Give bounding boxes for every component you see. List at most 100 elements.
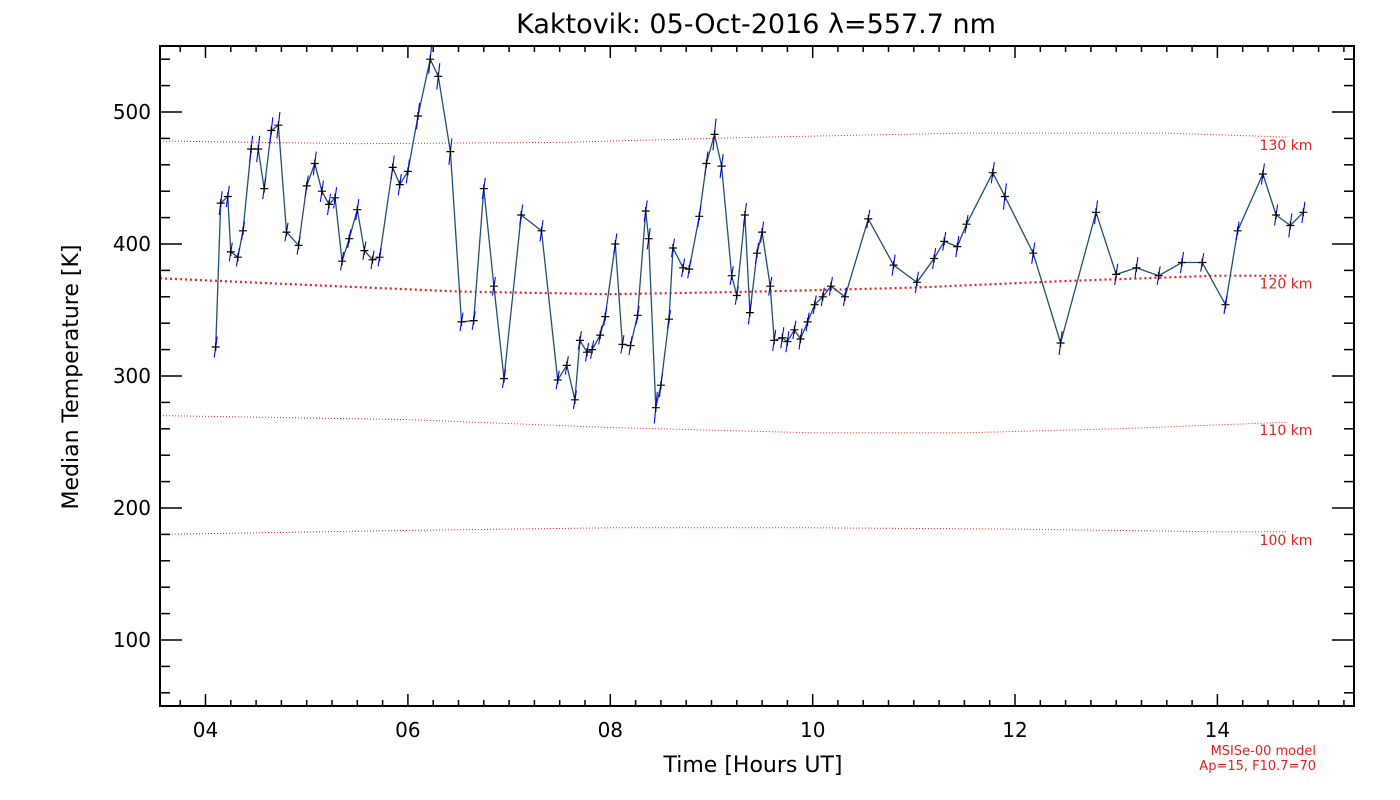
data-point (641, 207, 650, 215)
x-tick-label: 04 (193, 718, 218, 742)
data-point (841, 292, 849, 301)
data-point (651, 403, 660, 412)
data-point (753, 249, 761, 258)
data-point (633, 311, 642, 320)
data-point (360, 246, 369, 255)
x-tick-labels: 04 06 08 10 12 14 (193, 718, 1230, 742)
data-point (562, 361, 571, 370)
data-point (953, 242, 962, 251)
model-label-110-km: 110 km (1260, 423, 1313, 439)
data-point (912, 278, 921, 287)
data-point (727, 271, 736, 280)
data-point (388, 163, 397, 172)
model-label-130-km: 130 km (1260, 138, 1313, 154)
data-point (818, 292, 827, 301)
data-point (570, 395, 579, 404)
model-note-line-1: MSISe-00 model (1211, 744, 1316, 759)
data-point (803, 317, 812, 326)
model-curves: 130 km 120 km 110 km 100 km (159, 132, 1313, 549)
data-point (434, 72, 443, 81)
data-point (353, 205, 362, 214)
y-tick-label: 500 (113, 100, 151, 124)
y-tick-label: 200 (113, 496, 151, 520)
data-point (254, 145, 263, 153)
model-curve-130-km (159, 132, 1289, 145)
data-point (1299, 208, 1308, 217)
plot-border (159, 45, 1355, 707)
data-point (260, 184, 269, 193)
data-point (679, 263, 688, 272)
data-point (810, 300, 819, 309)
data-point (644, 234, 653, 243)
data-point (1198, 258, 1207, 267)
model-curve-110-km (159, 415, 1289, 434)
data-point (338, 257, 347, 266)
data-point (583, 348, 591, 357)
data-point (233, 253, 242, 262)
data-point (710, 130, 719, 139)
data-point (790, 325, 799, 334)
data-point (537, 226, 546, 235)
data-point (489, 282, 498, 291)
data-point (226, 247, 235, 256)
data-point (1233, 226, 1242, 235)
data-point (1154, 271, 1163, 280)
data-point (1092, 208, 1100, 217)
data-point (618, 340, 627, 349)
data-point (368, 255, 377, 264)
data-point (479, 184, 488, 193)
data-point (740, 211, 749, 219)
data-point (826, 282, 835, 291)
model-curve-100-km (159, 527, 1289, 535)
data-point (702, 159, 711, 168)
data-point (626, 341, 635, 350)
data-point (575, 336, 584, 345)
data-point (553, 376, 562, 384)
data-point (403, 167, 412, 176)
data-point (375, 253, 384, 262)
data-point (1178, 258, 1186, 267)
data-series (211, 44, 1308, 424)
y-tick-labels: 100 200 300 400 500 (113, 100, 151, 652)
data-point (940, 237, 949, 246)
data-point (601, 312, 610, 321)
model-curve-120-km (159, 274, 1289, 296)
data-point (282, 228, 291, 237)
data-point (211, 343, 220, 351)
x-tick-label: 08 (598, 718, 623, 742)
data-point (1132, 263, 1141, 272)
data-point (1286, 221, 1295, 230)
y-tick-label: 400 (113, 232, 151, 256)
data-point (745, 308, 754, 317)
data-point (930, 254, 939, 263)
data-point (302, 181, 311, 190)
series-line (215, 57, 1304, 408)
data-point (988, 168, 997, 177)
data-point (267, 126, 276, 135)
data-point (426, 55, 435, 64)
data-point (656, 381, 665, 390)
data-point (331, 193, 340, 202)
plot-frame (159, 45, 1355, 707)
data-point (732, 291, 741, 300)
data-point (274, 121, 283, 130)
data-point (588, 345, 597, 354)
y-tick-label: 300 (113, 364, 151, 388)
data-point (778, 333, 787, 342)
data-point (317, 187, 326, 196)
chart-title: Kaktovik: 05-Oct-2016 λ=557.7 nm (516, 9, 996, 40)
data-point (239, 226, 247, 235)
data-point (395, 180, 404, 189)
data-point (1272, 211, 1281, 219)
data-point (294, 241, 303, 250)
data-point (1112, 270, 1121, 279)
x-tick-label: 14 (1205, 718, 1230, 742)
data-point (1258, 170, 1267, 178)
data-point (216, 199, 225, 208)
data-point (446, 147, 455, 156)
data-point (766, 282, 775, 291)
data-point (310, 159, 319, 168)
data-point (247, 145, 256, 153)
model-label-100-km: 100 km (1260, 533, 1313, 549)
